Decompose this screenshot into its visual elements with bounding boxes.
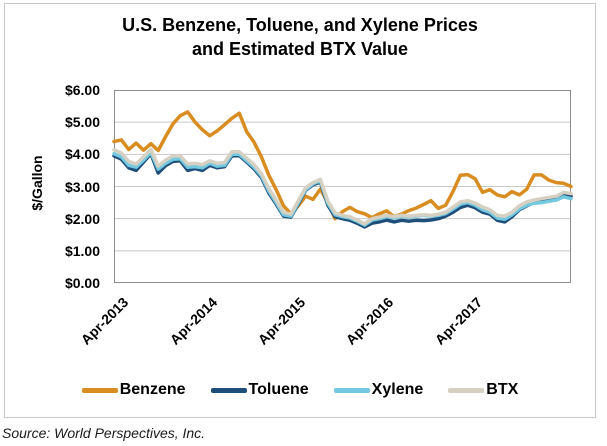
chart-title: U.S. Benzene, Toluene, and Xylene Prices…: [4, 13, 596, 61]
series-line-btx: [112, 147, 573, 226]
chart-title-line2: and Estimated BTX Value: [191, 39, 409, 59]
chart-frame: [4, 3, 596, 418]
legend-item-btx: BTX: [448, 380, 518, 400]
legend-swatch-xylene: [333, 387, 370, 393]
y-axis-tick: $6.00: [64, 82, 100, 98]
y-axis-tick: $1.00: [64, 242, 100, 259]
legend-label-benzene: Benzene: [119, 381, 186, 398]
y-axis-tick: $4.00: [64, 146, 100, 163]
legend-label-xylene: Xylene: [371, 381, 424, 398]
series-line-benzene: [112, 110, 573, 221]
source-note: Source: World Perspectives, Inc.: [2, 425, 206, 441]
legend-item-toluene: Toluene: [210, 380, 309, 400]
chart-title-line1: U.S. Benzene, Toluene, and Xylene Prices: [122, 15, 478, 35]
y-axis-tick: $0.00: [64, 275, 100, 291]
legend-label-toluene: Toluene: [248, 381, 309, 398]
legend-swatch-benzene: [81, 387, 118, 393]
legend-item-benzene: Benzene: [81, 380, 186, 400]
legend: Benzene Toluene Xylene BTX: [4, 379, 596, 401]
y-axis-tick: $3.00: [64, 178, 100, 195]
legend-swatch-toluene: [210, 387, 247, 393]
plot-area: [112, 90, 573, 283]
legend-swatch-btx: [448, 387, 485, 393]
y-axis-tick: $5.00: [64, 114, 100, 131]
legend-item-xylene: Xylene: [333, 380, 424, 400]
legend-label-btx: BTX: [486, 381, 519, 398]
y-axis-tick: $2.00: [64, 210, 100, 227]
